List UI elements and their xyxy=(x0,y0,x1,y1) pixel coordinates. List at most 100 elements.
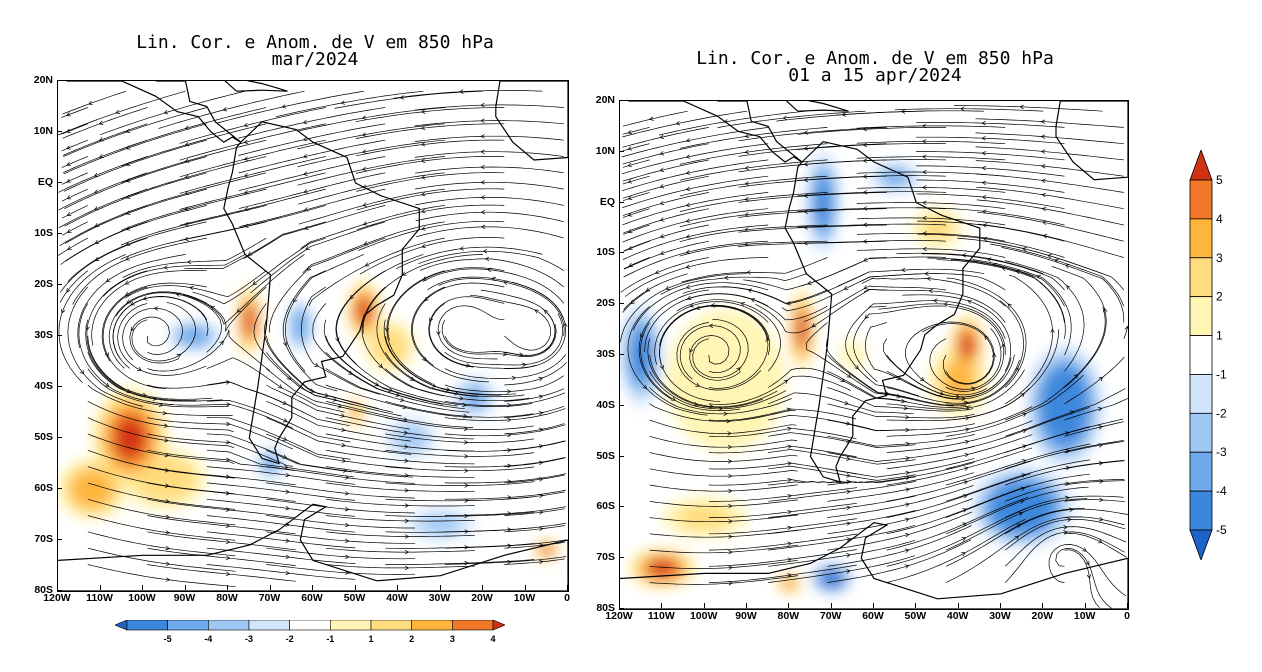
streamline xyxy=(649,544,798,554)
streamline-arrow xyxy=(105,277,111,283)
streamline-arrow xyxy=(685,264,691,269)
streamline xyxy=(708,564,857,583)
streamline-arrow xyxy=(840,377,846,382)
streamline-arrow xyxy=(285,472,291,478)
streamline xyxy=(622,127,709,148)
streamline xyxy=(192,237,326,305)
streamline xyxy=(976,199,1124,226)
x-axis-label: 40W xyxy=(946,610,969,622)
streamline xyxy=(886,354,1015,400)
y-axis-tick xyxy=(619,404,624,406)
streamline-arrow xyxy=(659,234,665,239)
streamline xyxy=(1004,518,1126,551)
streamline-arrow xyxy=(309,388,315,393)
x-axis-label: 40W xyxy=(386,592,408,604)
streamline-arrow xyxy=(928,288,934,294)
streamline-arrow xyxy=(164,438,169,443)
streamline xyxy=(504,362,567,386)
streamline-arrow xyxy=(464,545,469,550)
streamline-arrow xyxy=(905,502,910,507)
streamline xyxy=(147,400,294,429)
colorbar-label: 1 xyxy=(1216,329,1223,343)
streamline-arrow xyxy=(862,174,868,179)
colorbar-label: -4 xyxy=(1216,484,1227,498)
streamline-arrow xyxy=(324,393,330,398)
streamline-arrow xyxy=(961,537,967,542)
streamline-arrow xyxy=(1063,525,1068,530)
streamline-arrow xyxy=(905,414,910,420)
streamline xyxy=(622,143,650,152)
streamline-arrow xyxy=(845,421,851,426)
streamline xyxy=(386,270,445,385)
streamline-arrow xyxy=(981,151,986,156)
streamline-arrow xyxy=(718,406,723,412)
streamline-arrow xyxy=(960,106,965,112)
streamline xyxy=(945,300,1024,405)
streamline-arrow xyxy=(480,102,485,108)
streamline-arrow xyxy=(94,239,100,244)
streamline-arrow xyxy=(723,411,728,417)
vertical-colorbar: 5 4 3 2 1 -1 -2 -3 -4 -5 xyxy=(1188,148,1248,562)
streamline-arrow xyxy=(846,373,852,378)
streamline xyxy=(945,374,1084,437)
streamline xyxy=(243,205,386,259)
streamline xyxy=(622,192,769,226)
anomaly-blob xyxy=(879,167,912,187)
streamline xyxy=(179,188,326,226)
streamline xyxy=(325,384,473,418)
streamline-arrow xyxy=(905,456,911,461)
colorbar-label: 5 xyxy=(1216,173,1223,187)
streamline-arrow xyxy=(420,109,426,114)
streamline-arrow xyxy=(627,229,633,234)
streamline-arrow xyxy=(903,406,909,411)
streamline xyxy=(627,305,708,416)
streamline-arrow xyxy=(225,491,231,496)
streamline xyxy=(101,282,207,362)
streamline-arrow xyxy=(285,489,291,494)
streamline xyxy=(147,547,296,566)
streamline-arrow xyxy=(341,458,347,463)
anomaly-blob xyxy=(648,560,676,577)
streamline xyxy=(112,296,209,359)
streamline xyxy=(622,175,650,185)
x-axis-tick xyxy=(1000,603,1001,608)
colorbar-label: 3 xyxy=(450,634,455,644)
streamline-arrow xyxy=(165,545,171,551)
streamline xyxy=(302,221,445,273)
streamline xyxy=(856,202,1006,210)
y-axis-label: 50S xyxy=(596,449,615,462)
streamline xyxy=(649,403,796,422)
colorbar-swatch xyxy=(1189,335,1213,375)
streamline xyxy=(62,139,148,173)
coastline xyxy=(620,521,1128,609)
streamline xyxy=(297,123,445,150)
streamline-arrow xyxy=(282,418,288,423)
x-axis-label: 90W xyxy=(173,592,196,604)
streamline-arrow xyxy=(981,195,987,200)
x-axis-label: 100W xyxy=(128,592,156,604)
streamline xyxy=(649,484,798,492)
streamline-arrow xyxy=(421,226,426,231)
streamline-arrow xyxy=(464,468,469,473)
y-axis-tick xyxy=(619,150,624,152)
streamline-arrow xyxy=(165,577,171,582)
x-axis-label: 110W xyxy=(647,610,675,622)
streamline xyxy=(179,123,326,161)
streamline xyxy=(64,188,207,244)
streamline-arrow xyxy=(480,224,486,230)
streamline xyxy=(115,292,222,353)
streamline xyxy=(945,473,1090,518)
streamline-arrow xyxy=(642,384,648,390)
streamline xyxy=(61,139,88,152)
streamline xyxy=(206,515,356,533)
streamline-arrow xyxy=(787,509,793,515)
streamline xyxy=(801,256,947,287)
right-anomaly-shading xyxy=(620,151,1103,594)
streamline-arrow xyxy=(1098,461,1104,466)
streamline xyxy=(179,139,326,178)
streamline xyxy=(1005,479,1125,502)
streamline xyxy=(622,224,769,260)
streamline-arrow xyxy=(787,557,792,562)
streamline xyxy=(945,329,1059,421)
streamline xyxy=(915,122,1065,128)
